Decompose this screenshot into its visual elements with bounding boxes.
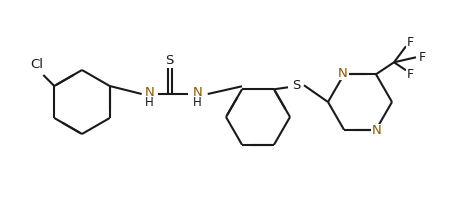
Text: N: N [372, 124, 382, 137]
Text: F: F [418, 51, 425, 64]
Text: S: S [292, 79, 300, 92]
Text: F: F [407, 36, 414, 49]
Text: H: H [145, 96, 154, 110]
Text: S: S [165, 53, 174, 67]
Text: N: N [145, 85, 155, 99]
Text: H: H [193, 96, 202, 110]
Text: N: N [193, 85, 203, 99]
Text: N: N [338, 67, 348, 80]
Text: F: F [407, 68, 414, 81]
Text: Cl: Cl [30, 57, 43, 71]
